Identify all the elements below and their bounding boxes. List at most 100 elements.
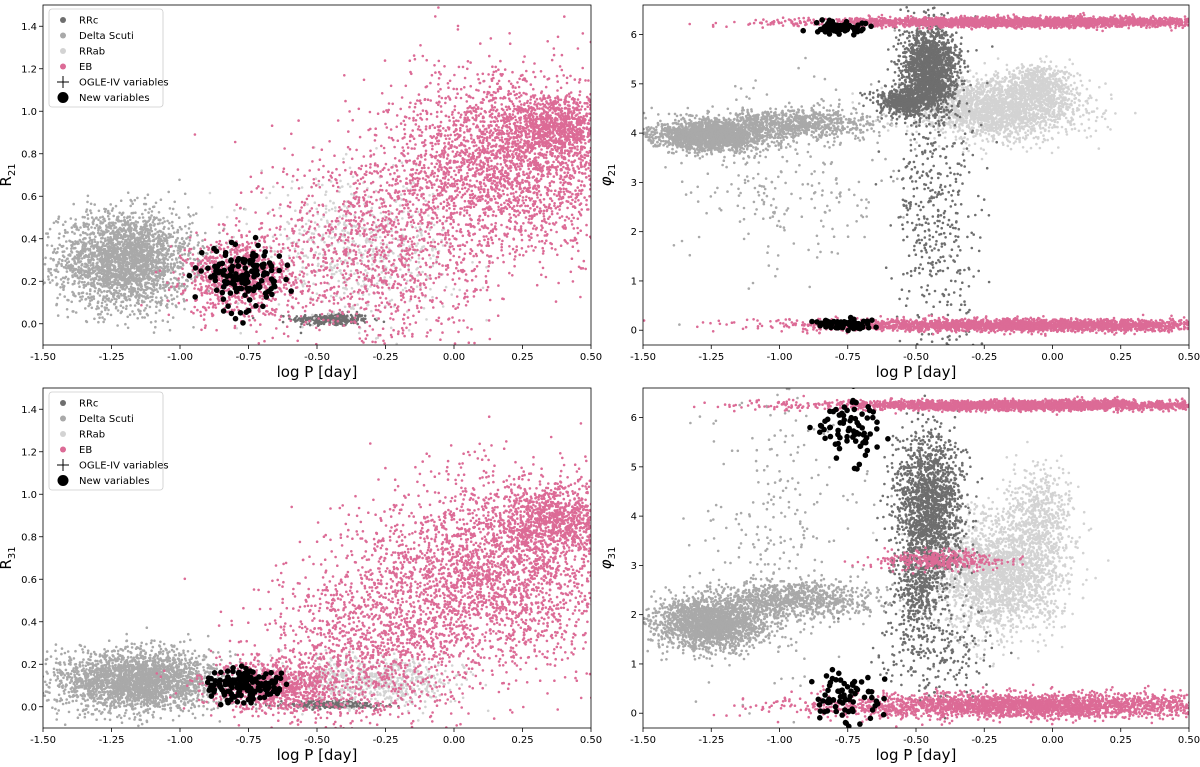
point: [56, 314, 60, 317]
point: [61, 285, 65, 289]
point: [155, 305, 158, 309]
point: [165, 296, 169, 299]
point: [304, 304, 308, 308]
point: [351, 237, 354, 240]
point: [109, 313, 113, 317]
point: [307, 280, 311, 284]
point: [411, 225, 414, 229]
point: [290, 284, 293, 287]
point: [161, 247, 165, 250]
point: [233, 324, 237, 328]
point: [339, 233, 343, 236]
point: [276, 290, 279, 294]
point: [321, 233, 325, 237]
point: [183, 289, 187, 292]
point: [407, 329, 411, 332]
point: [50, 244, 54, 248]
point: [100, 237, 103, 240]
point: [137, 240, 140, 244]
point: [431, 245, 434, 248]
point: [126, 228, 129, 231]
point: [166, 299, 169, 302]
point: [176, 290, 179, 294]
point: [124, 238, 127, 242]
point: [427, 214, 430, 217]
point: [462, 319, 465, 322]
point: [109, 275, 113, 279]
point: [46, 244, 49, 247]
point: [126, 326, 130, 330]
point: [48, 227, 52, 231]
point: [107, 239, 111, 242]
point: [288, 317, 291, 320]
point: [304, 222, 308, 226]
point: [371, 314, 375, 318]
point: [414, 260, 418, 264]
point: [297, 238, 301, 242]
point: [143, 309, 146, 312]
point: [199, 282, 202, 286]
point: [75, 253, 79, 257]
point: [169, 278, 173, 281]
point: [83, 249, 87, 252]
point: [178, 272, 182, 276]
point: [84, 237, 87, 240]
point: [364, 249, 367, 253]
point: [230, 248, 234, 251]
point: [415, 285, 419, 288]
point: [104, 284, 108, 288]
point: [446, 273, 449, 276]
point: [327, 249, 331, 252]
point: [47, 278, 50, 281]
point: [102, 258, 106, 261]
point: [56, 296, 59, 300]
point: [205, 252, 208, 255]
point: [223, 223, 226, 227]
point: [295, 255, 299, 259]
point: [371, 340, 374, 344]
point: [430, 247, 434, 251]
point: [166, 249, 169, 253]
point: [350, 295, 354, 299]
point: [95, 243, 98, 247]
point: [166, 262, 169, 266]
point: [214, 303, 217, 307]
point: [152, 224, 156, 227]
point: [389, 305, 393, 309]
point: [154, 201, 158, 205]
point: [105, 228, 108, 232]
point: [397, 330, 400, 333]
point: [281, 247, 285, 250]
point: [181, 245, 185, 249]
point: [199, 247, 202, 250]
point: [345, 318, 349, 322]
point: [424, 272, 427, 276]
point: [233, 140, 237, 144]
point: [485, 288, 489, 292]
point: [142, 237, 146, 241]
point: [432, 223, 436, 227]
point: [281, 242, 285, 246]
point: [115, 275, 118, 278]
point: [207, 246, 211, 250]
point: [357, 196, 361, 199]
point: [200, 276, 203, 280]
point: [50, 273, 53, 277]
point: [73, 279, 76, 283]
point: [105, 225, 108, 229]
point: [83, 255, 86, 258]
point: [169, 285, 173, 289]
point: [137, 255, 140, 258]
point: [472, 254, 476, 258]
point: [171, 316, 175, 319]
point: [263, 339, 266, 343]
point: [203, 326, 207, 330]
point: [170, 258, 174, 261]
point: [377, 190, 380, 194]
point: [200, 293, 204, 297]
point: [147, 211, 150, 214]
point: [94, 286, 97, 290]
point: [123, 296, 126, 300]
point: [157, 248, 160, 252]
point: [96, 291, 100, 295]
